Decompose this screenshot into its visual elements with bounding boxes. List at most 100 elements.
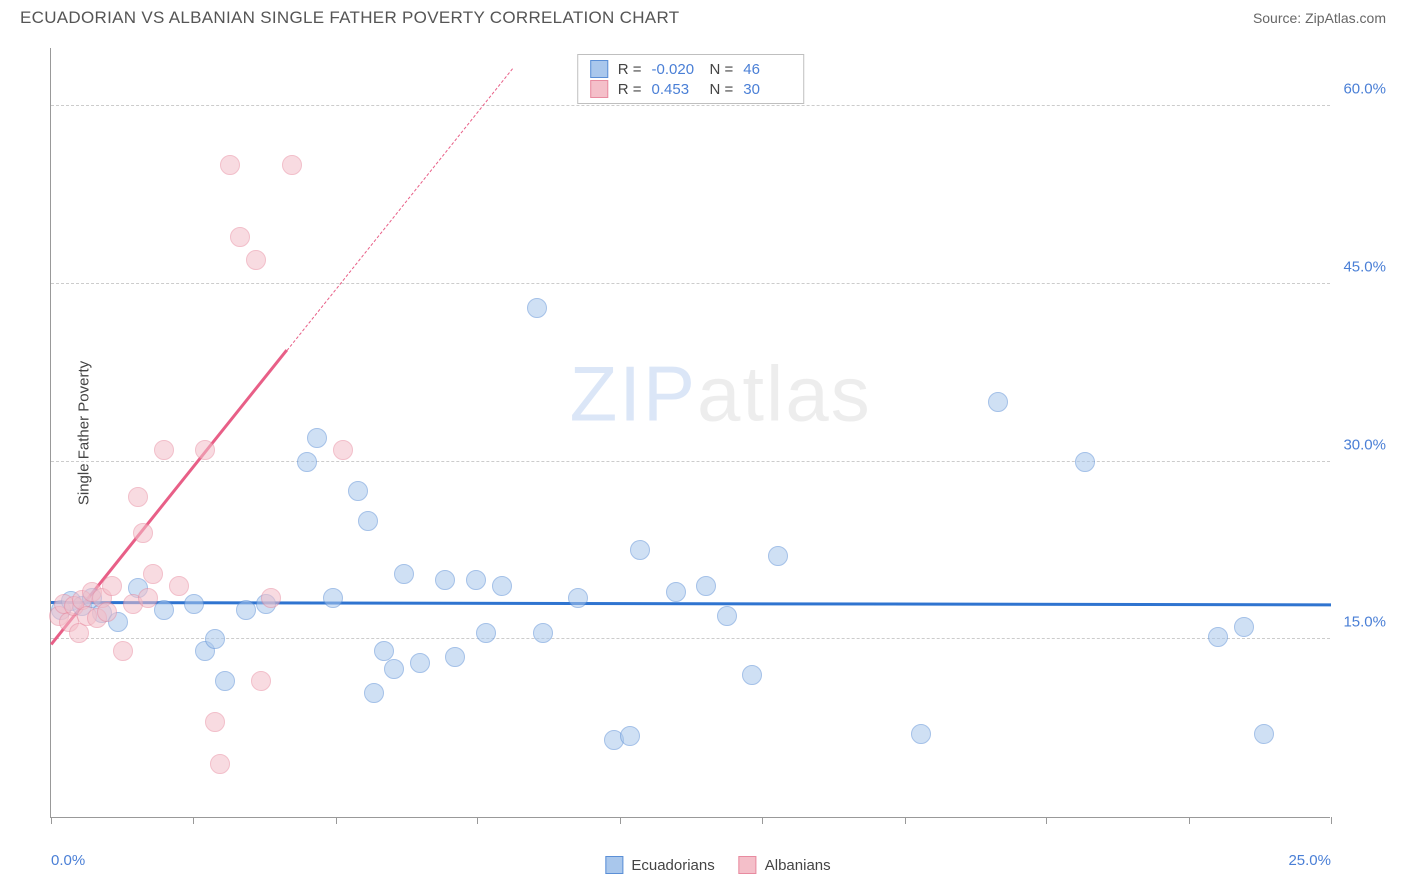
stats-row: R = 0.453 N = 30 [590, 79, 792, 99]
stat-r-value: -0.020 [652, 61, 700, 78]
data-point-ecuadorians [1254, 724, 1274, 744]
data-point-albanians [251, 671, 271, 691]
x-tick-label: 25.0% [1288, 852, 1331, 869]
legend-item: Ecuadorians [605, 856, 714, 874]
data-point-ecuadorians [717, 606, 737, 626]
data-point-ecuadorians [742, 665, 762, 685]
x-tick [336, 817, 337, 824]
data-point-ecuadorians [323, 588, 343, 608]
x-tick [762, 817, 763, 824]
gridline [51, 638, 1330, 639]
data-point-albanians [128, 487, 148, 507]
data-point-albanians [195, 440, 215, 460]
data-point-albanians [205, 712, 225, 732]
legend-swatch [590, 80, 608, 98]
stat-n-label: N = [710, 81, 734, 98]
data-point-ecuadorians [1234, 617, 1254, 637]
data-point-ecuadorians [394, 564, 414, 584]
data-point-ecuadorians [666, 582, 686, 602]
x-tick [477, 817, 478, 824]
data-point-ecuadorians [1208, 627, 1228, 647]
y-tick-label: 45.0% [1343, 258, 1386, 275]
data-point-albanians [113, 641, 133, 661]
data-point-albanians [143, 564, 163, 584]
stat-n-label: N = [710, 61, 734, 78]
data-point-ecuadorians [374, 641, 394, 661]
data-point-albanians [220, 155, 240, 175]
data-point-ecuadorians [466, 570, 486, 590]
x-tick [620, 817, 621, 824]
data-point-ecuadorians [527, 298, 547, 318]
chart-title: ECUADORIAN VS ALBANIAN SINGLE FATHER POV… [20, 8, 679, 28]
data-point-albanians [154, 440, 174, 460]
data-point-ecuadorians [445, 647, 465, 667]
data-point-ecuadorians [348, 481, 368, 501]
y-tick-label: 30.0% [1343, 436, 1386, 453]
data-point-ecuadorians [364, 683, 384, 703]
chart-area: Single Father Poverty ZIPatlas R =-0.020… [50, 48, 1386, 818]
legend-label: Albanians [765, 857, 831, 874]
data-point-albanians [102, 576, 122, 596]
data-point-ecuadorians [476, 623, 496, 643]
watermark-atlas: atlas [697, 350, 872, 438]
legend-label: Ecuadorians [631, 857, 714, 874]
data-point-ecuadorians [620, 726, 640, 746]
data-point-ecuadorians [568, 588, 588, 608]
data-point-albanians [282, 155, 302, 175]
data-point-albanians [138, 588, 158, 608]
stat-r-value: 0.453 [652, 81, 700, 98]
gridline [51, 461, 1330, 462]
data-point-ecuadorians [297, 452, 317, 472]
data-point-ecuadorians [410, 653, 430, 673]
x-tick [1331, 817, 1332, 824]
plot-area: ZIPatlas R =-0.020N =46R =0.453N =30 15.… [50, 48, 1330, 818]
data-point-albanians [69, 623, 89, 643]
stat-r-label: R = [618, 81, 642, 98]
data-point-ecuadorians [911, 724, 931, 744]
bottom-legend: Ecuadorians Albanians [605, 856, 830, 874]
data-point-ecuadorians [236, 600, 256, 620]
trend-line-dashed [286, 69, 512, 351]
y-tick-label: 15.0% [1343, 614, 1386, 631]
data-point-ecuadorians [768, 546, 788, 566]
data-point-albanians [97, 602, 117, 622]
data-point-albanians [230, 227, 250, 247]
legend-item: Albanians [739, 856, 831, 874]
stat-n-value: 30 [743, 81, 791, 98]
header: ECUADORIAN VS ALBANIAN SINGLE FATHER POV… [0, 0, 1406, 32]
gridline [51, 105, 1330, 106]
data-point-albanians [133, 523, 153, 543]
data-point-ecuadorians [533, 623, 553, 643]
data-point-ecuadorians [358, 511, 378, 531]
gridline [51, 283, 1330, 284]
x-tick [51, 817, 52, 824]
data-point-albanians [261, 588, 281, 608]
data-point-albanians [333, 440, 353, 460]
x-tick [1046, 817, 1047, 824]
data-point-ecuadorians [205, 629, 225, 649]
data-point-ecuadorians [492, 576, 512, 596]
data-point-ecuadorians [630, 540, 650, 560]
stats-legend-box: R = -0.020 N = 46 R = 0.453 N = 30 [577, 54, 805, 104]
data-point-ecuadorians [215, 671, 235, 691]
watermark-zip: ZIP [570, 350, 697, 438]
stats-row: R = -0.020 N = 46 [590, 59, 792, 79]
data-point-albanians [169, 576, 189, 596]
y-tick-label: 60.0% [1343, 81, 1386, 98]
data-point-ecuadorians [307, 428, 327, 448]
data-point-ecuadorians [184, 594, 204, 614]
stat-n-value: 46 [743, 61, 791, 78]
x-tick [1189, 817, 1190, 824]
legend-swatch [590, 60, 608, 78]
data-point-ecuadorians [696, 576, 716, 596]
data-point-ecuadorians [988, 392, 1008, 412]
legend-swatch [605, 856, 623, 874]
data-point-ecuadorians [435, 570, 455, 590]
stat-r-label: R = [618, 61, 642, 78]
x-tick-label: 0.0% [51, 852, 85, 869]
data-point-ecuadorians [1075, 452, 1095, 472]
x-tick [193, 817, 194, 824]
data-point-ecuadorians [384, 659, 404, 679]
x-tick [905, 817, 906, 824]
source-attribution: Source: ZipAtlas.com [1253, 10, 1386, 26]
